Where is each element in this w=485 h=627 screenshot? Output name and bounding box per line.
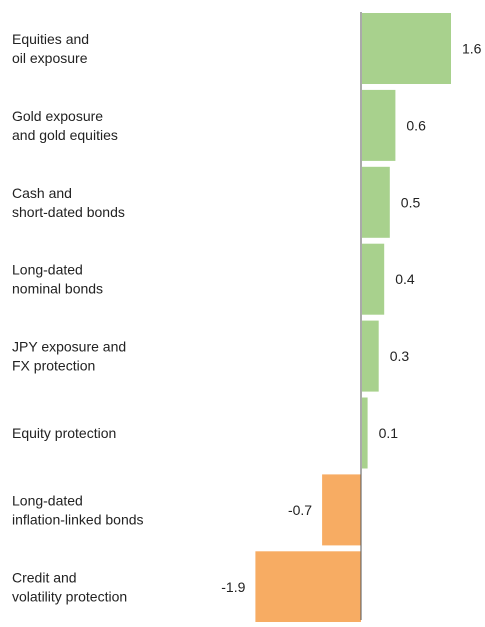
value-label-5: 0.1	[379, 425, 399, 441]
category-label-1: Gold exposure and gold equities	[12, 108, 118, 143]
category-label-line: inflation-linked bonds	[12, 511, 144, 527]
value-label-4: 0.3	[390, 348, 410, 364]
category-label-line: Long-dated	[12, 262, 83, 278]
category-label-0: Equities and oil exposure	[12, 31, 89, 66]
category-label-line: Cash and	[12, 185, 72, 201]
bar-7	[255, 551, 361, 623]
category-label-3: Long-dated nominal bonds	[12, 262, 103, 297]
bar-4	[362, 320, 379, 392]
category-label-line: Long-dated	[12, 492, 83, 508]
category-label-line: FX protection	[12, 358, 95, 374]
bar-6	[322, 474, 361, 546]
category-label-line: and gold equities	[12, 127, 118, 143]
category-label-2: Cash and short-dated bonds	[12, 185, 125, 220]
value-label-3: 0.4	[395, 271, 415, 287]
category-label-line: oil exposure	[12, 50, 88, 66]
labels-layer: 1.6 Equities and oil exposure 0.6 Gold expos…	[12, 31, 482, 604]
bar-0	[362, 13, 451, 84]
category-label-line: short-dated bonds	[12, 204, 125, 220]
category-label-5: Equity protection	[12, 425, 116, 441]
bars-layer	[255, 13, 451, 623]
category-label-line: JPY exposure and	[12, 339, 126, 355]
category-label-6: Long-dated inflation-linked bonds	[12, 492, 144, 527]
category-label-line: Credit and	[12, 569, 77, 585]
category-label-line: volatility protection	[12, 588, 127, 604]
category-label-line: Gold exposure	[12, 108, 103, 124]
category-label-line: nominal bonds	[12, 281, 103, 297]
value-label-0: 1.6	[462, 41, 482, 57]
value-label-6: -0.7	[288, 502, 312, 518]
bar-1	[362, 89, 396, 161]
category-label-7: Credit and volatility protection	[12, 569, 127, 604]
value-label-2: 0.5	[401, 194, 421, 210]
value-label-1: 0.6	[406, 117, 426, 133]
value-label-7: -1.9	[221, 579, 245, 595]
category-label-4: JPY exposure and FX protection	[12, 339, 126, 374]
bar-2	[362, 166, 390, 238]
category-label-line: Equities and	[12, 31, 89, 47]
category-label-line: Equity protection	[12, 425, 116, 441]
bar-3	[362, 243, 385, 315]
bar-5	[362, 397, 368, 469]
